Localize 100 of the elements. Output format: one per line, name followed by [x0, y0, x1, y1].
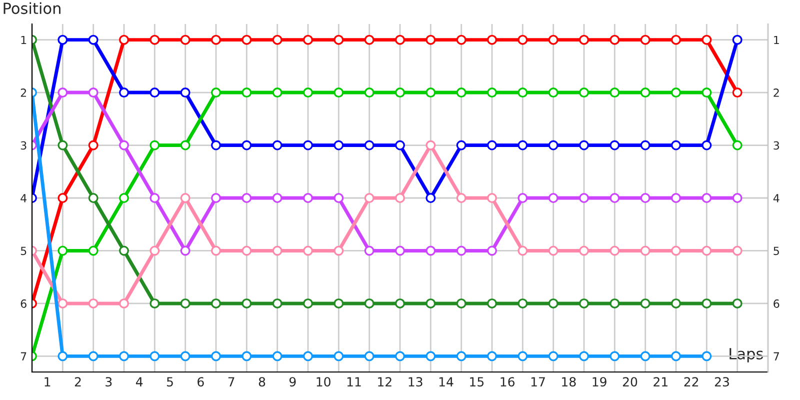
y-tick-label: 7	[20, 352, 26, 360]
x-tick-label: 7	[228, 377, 234, 386]
x-tick-label: 2	[74, 377, 81, 386]
point	[272, 351, 282, 362]
point	[732, 246, 742, 256]
point	[671, 34, 681, 45]
point	[303, 193, 313, 203]
point	[518, 34, 528, 45]
point	[579, 88, 589, 98]
x-tick-label: 4	[136, 377, 143, 386]
point	[242, 193, 252, 203]
point	[211, 193, 221, 203]
point	[610, 298, 620, 308]
point	[395, 298, 405, 308]
point	[150, 34, 160, 45]
point	[58, 246, 68, 256]
x-tick-label: 15	[470, 377, 484, 387]
point	[58, 88, 68, 98]
x-tick-label: 8	[258, 377, 266, 387]
point	[119, 88, 129, 98]
point	[732, 193, 742, 203]
point	[211, 298, 221, 308]
x-tick-label: 20	[622, 377, 638, 387]
x-tick-label: 1	[44, 377, 50, 386]
x-tick-label: 10	[316, 377, 330, 387]
point	[548, 246, 558, 256]
point	[364, 246, 374, 256]
point	[579, 34, 589, 45]
point	[548, 140, 558, 150]
point	[242, 351, 252, 362]
y-tick-label: 4	[20, 194, 27, 202]
point	[211, 88, 221, 98]
x-tick-label: 17	[531, 377, 545, 386]
point	[303, 298, 313, 308]
y2-tick-label: 5	[774, 246, 779, 256]
point	[272, 140, 282, 150]
point	[211, 246, 221, 256]
point	[180, 34, 190, 45]
point	[487, 193, 497, 203]
point	[426, 351, 436, 362]
point	[88, 140, 98, 150]
y2-tick-label: 4	[773, 194, 780, 202]
point	[640, 34, 650, 45]
point	[180, 140, 190, 150]
point	[242, 140, 252, 150]
point	[88, 88, 98, 98]
point	[242, 34, 252, 45]
point	[395, 140, 405, 150]
point	[119, 140, 129, 150]
point	[272, 193, 282, 203]
point	[364, 298, 374, 308]
y2-tick-label: 2	[774, 88, 779, 97]
point	[303, 34, 313, 45]
point	[548, 88, 558, 98]
point	[671, 140, 681, 150]
point	[180, 88, 190, 98]
point	[548, 298, 558, 308]
x-tick-label: 14	[439, 377, 454, 386]
x-tick-label: 22	[684, 377, 698, 386]
point	[395, 246, 405, 256]
point	[58, 351, 68, 362]
point	[518, 298, 528, 308]
point	[180, 351, 190, 362]
point	[579, 246, 589, 256]
y2-tick-label: 1	[774, 36, 779, 44]
point	[671, 246, 681, 256]
y-tick-label: 1	[21, 36, 26, 44]
point	[334, 88, 344, 98]
x-tick-label: 9	[289, 377, 296, 387]
y-tick-label: 6	[20, 299, 26, 308]
point	[272, 34, 282, 45]
point	[211, 140, 221, 150]
point	[364, 351, 374, 362]
point	[211, 351, 221, 362]
point	[334, 34, 344, 45]
point	[88, 351, 98, 362]
point	[58, 193, 68, 203]
point	[364, 193, 374, 203]
point	[579, 140, 589, 150]
point	[702, 88, 712, 98]
point	[88, 34, 98, 45]
point	[610, 88, 620, 98]
y2-tick-label: 3	[774, 141, 780, 150]
point	[58, 298, 68, 308]
point	[426, 88, 436, 98]
point	[487, 34, 497, 45]
point	[334, 246, 344, 256]
point	[426, 298, 436, 308]
point	[518, 351, 528, 362]
x-tick-label: 19	[592, 377, 606, 387]
point	[119, 193, 129, 203]
x-tick-label: 13	[408, 377, 422, 387]
x-tick-label: 6	[198, 377, 204, 387]
point	[180, 246, 190, 256]
point	[456, 140, 466, 150]
point	[487, 246, 497, 256]
x-tick-label: 12	[378, 377, 392, 386]
point	[610, 193, 620, 203]
point	[119, 34, 129, 45]
point	[640, 246, 650, 256]
